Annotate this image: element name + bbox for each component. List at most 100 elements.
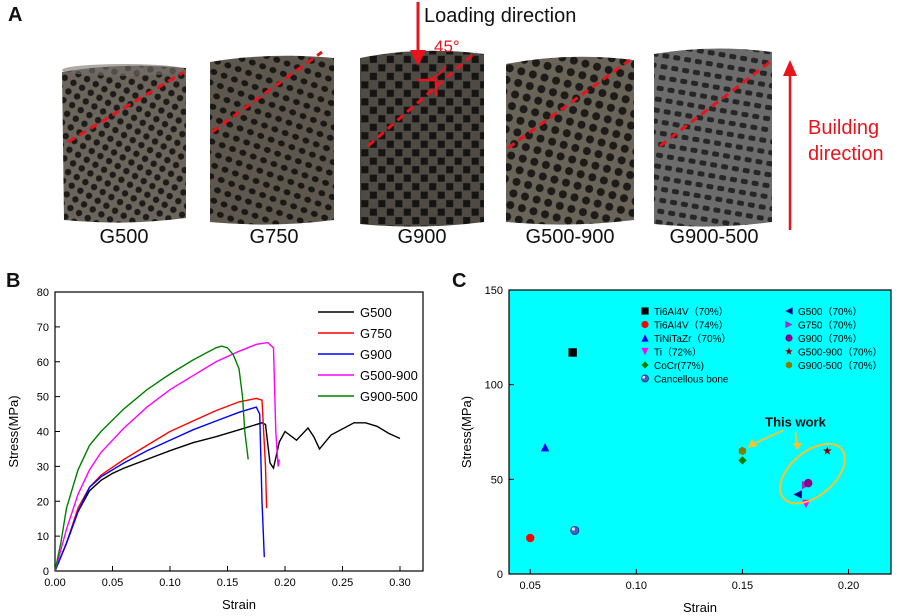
legend-label-g500: G500（70%） [798, 306, 862, 318]
panel-c-letter: C [452, 270, 467, 292]
sample-photo-g500 [62, 64, 186, 223]
y-tick-label: 60 [37, 357, 49, 369]
legend-label-cocr: CoCr(77%) [654, 361, 704, 372]
sample-label-g500: G500 [99, 226, 149, 248]
building-direction-label-1: Building [808, 117, 879, 139]
legend-marker-ti6al4v [641, 307, 649, 315]
data-point-cancellous-bone [570, 525, 580, 535]
legend-marker-g500-900 [785, 347, 793, 355]
sample-photo-g900-500 [654, 48, 772, 227]
building-direction-label-2: direction [808, 143, 884, 165]
series-line-g900 [54, 406, 265, 572]
legend-marker-cocr [641, 361, 649, 369]
sphere-highlight [642, 375, 646, 379]
panel-a-letter: A [8, 4, 23, 26]
y-tick-label: 50 [491, 474, 503, 486]
legend-marker-g750 [785, 320, 793, 329]
stress-strain-chart: 0.00 0.05 0.10 0.15 0.20 0.25 0.30 0 10 20 30 40 50 6… [6, 287, 424, 612]
data-point-g500-900 [822, 446, 832, 455]
loading-direction-label: Loading direction [424, 5, 576, 27]
y-tick-label: 30 [37, 461, 49, 473]
y-axis-label: Stress(MPa) [459, 396, 474, 468]
sample-label-g750: G750 [249, 226, 299, 248]
legend-label-g750: G750 [360, 326, 392, 341]
sample-label-g900-500: G900-500 [669, 226, 759, 248]
legend-label-g900-500: G900-500 [360, 389, 418, 404]
x-tick-label: 0.15 [732, 580, 753, 592]
series-line-g900-500 [54, 345, 249, 572]
y-tick-label: 40 [37, 427, 49, 439]
data-point-g500 [793, 490, 802, 499]
data-point-g900-500 [738, 446, 747, 456]
sample-photo-g750 [210, 50, 334, 225]
legend-label-tinitazr: TiNiTaZr（70%） [654, 333, 731, 345]
x-axis-label: Strain [222, 597, 256, 612]
loading-direction-arrow [410, 2, 447, 96]
series-line-g500-900 [54, 341, 280, 572]
y-tick-label: 150 [485, 285, 503, 297]
legend-label-g900: G900（70%） [798, 333, 862, 345]
x-tick-label: 0.10 [626, 580, 647, 592]
legend-marker-tinitazr [641, 334, 649, 342]
legend-label-ti6al4v: Ti6Al4V（74%） [654, 320, 729, 332]
annotation-arrowhead-left [747, 439, 758, 449]
legend-label-g500: G500 [360, 305, 392, 320]
data-point-g900 [804, 478, 813, 488]
panel-b-letter: B [6, 270, 21, 292]
sample-label-g500-900: G500-900 [525, 226, 615, 248]
legend-label-ti6al4v: Ti6Al4V（70%） [654, 306, 729, 318]
y-tick-label: 50 [37, 392, 49, 404]
x-tick-label: 0.20 [838, 580, 859, 592]
legend-label-g500-900: G500-900 [360, 368, 418, 383]
y-tick-label: 20 [37, 496, 49, 508]
angle-label: 45° [434, 37, 460, 56]
x-tick-label: 0.30 [389, 577, 410, 589]
y-tick-label: 100 [485, 380, 503, 392]
data-point-ti6al4v [568, 348, 577, 357]
annotation-arrowhead-down [792, 443, 803, 451]
x-tick-label: 0.20 [274, 577, 295, 589]
data-point-cocr [738, 456, 747, 465]
plot-area [508, 289, 892, 575]
series-line-g500 [54, 422, 401, 572]
sample-photo-g900 [360, 50, 484, 227]
legend-label-g900-500: G900-500（70%） [798, 360, 883, 372]
x-tick-label: 0.10 [159, 577, 180, 589]
sample-label-g900: G900 [397, 226, 447, 248]
annotation-arrow-left [750, 429, 784, 446]
this-work-ellipse [779, 442, 846, 505]
legend-label-g750: G750（70%） [798, 320, 862, 332]
y-tick-label: 70 [37, 322, 49, 334]
legend-label-ti: Ti（72%） [654, 347, 702, 359]
panel-a-photos: Loading direction 45° Building direction [62, 2, 884, 230]
x-axis-label: Strain [683, 600, 717, 615]
series-line-g750 [54, 397, 268, 572]
legend-marker-ti6al4v [641, 320, 649, 329]
y-tick-label: 0 [43, 566, 49, 578]
plot-frame [54, 291, 424, 572]
legend-marker-cancellous-bone [641, 374, 649, 383]
legend-label-cancellous-bone: Cancellous bone [654, 375, 729, 386]
y-tick-label: 10 [37, 531, 49, 543]
legend-marker-g900 [785, 334, 793, 342]
legend-marker-g900-500 [785, 361, 793, 369]
sphere-highlight [571, 527, 575, 531]
legend-marker-ti [641, 347, 649, 356]
legend-label-g900: G900 [360, 347, 392, 362]
legend-marker-g500 [785, 307, 793, 315]
x-tick-label: 0.00 [44, 577, 65, 589]
y-tick-label: 0 [497, 569, 503, 581]
this-work-label: This work [765, 414, 826, 429]
data-point-tinitazr [540, 442, 550, 452]
stress-strain-scatter-chart: 0.05 0.10 0.15 0.20 0 50 100 150 Strain Stress(MP… [459, 285, 892, 615]
sample-photo-g500-900 [506, 56, 634, 225]
y-axis-label: Stress(MPa) [6, 395, 21, 467]
y-tick-label: 80 [37, 287, 49, 299]
x-tick-label: 0.25 [332, 577, 353, 589]
legend-label-g500-900: G500-900（70%） [798, 347, 883, 359]
x-tick-label: 0.05 [102, 577, 123, 589]
x-tick-label: 0.05 [520, 580, 541, 592]
data-point-ti6al4v [526, 533, 535, 543]
building-direction-arrow [783, 60, 797, 230]
x-tick-label: 0.15 [217, 577, 238, 589]
